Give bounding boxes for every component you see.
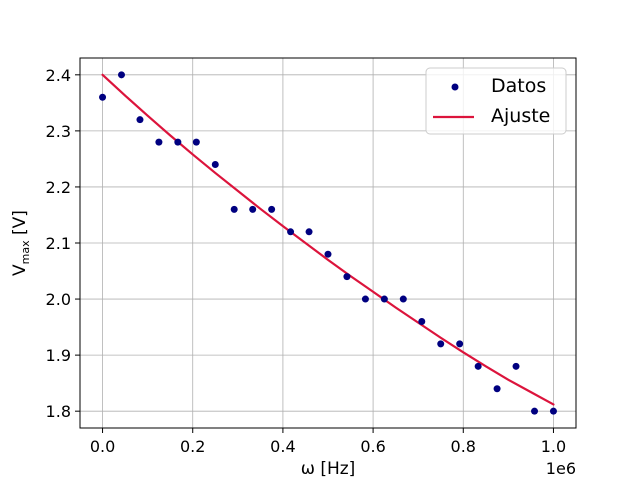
x-tick-label: 1.0 [541,437,566,456]
data-point [531,407,539,415]
x-tick-label: 0.4 [270,437,295,456]
x-tick-label: 0.8 [451,437,476,456]
y-tick-label: 2.3 [46,122,71,141]
y-tick-label: 2.1 [46,234,71,253]
data-point [456,340,464,348]
y-tick-label: 1.8 [46,402,71,421]
legend-datos-marker [451,83,459,91]
data-point [474,362,482,370]
data-point [211,161,219,169]
legend-ajuste-label: Ajuste [491,105,550,127]
data-point [136,116,144,124]
data-point [230,205,238,213]
data-point [324,250,332,258]
data-point [493,385,501,393]
data-point [549,407,557,415]
y-tick-label: 2.0 [46,290,71,309]
x-axis-offset-text: 1e6 [546,459,576,478]
y-axis-label: Vmax [V] [10,210,32,276]
data-point [361,295,369,303]
data-point [192,138,200,146]
data-point [418,317,426,325]
data-point [343,273,351,281]
y-axis-label-subscript: max [19,240,32,264]
legend: Datos Ajuste [425,67,567,135]
data-point [155,138,163,146]
data-point [287,228,295,236]
data-point [380,295,388,303]
y-tick-label: 1.9 [46,346,71,365]
data-point [117,71,125,79]
y-tick-label: 2.2 [46,178,71,197]
plot-frame [79,57,577,429]
data-point [99,93,107,101]
axis-ticks: 0.0 0.2 0.4 0.6 0.8 1.0 1.8 1.9 2.0 2.1 2.2 2.3 2.4 [46,66,567,456]
y-axis-label-main: V [10,264,30,276]
data-point [249,205,257,213]
x-tick-label: 0.2 [180,437,205,456]
data-point [305,228,313,236]
y-axis-label-unit: [V] [10,210,30,240]
data-point [437,340,445,348]
data-point [174,138,182,146]
data-point [399,295,407,303]
y-tick-label: 2.4 [46,66,71,85]
x-tick-label: 0.6 [360,437,385,456]
legend-datos-label: Datos [491,75,546,97]
data-point [512,362,520,370]
data-point [268,205,276,213]
x-axis-label: ω [Hz] [301,459,356,479]
scatter-points-group [99,71,557,415]
x-tick-label: 0.0 [90,437,115,456]
